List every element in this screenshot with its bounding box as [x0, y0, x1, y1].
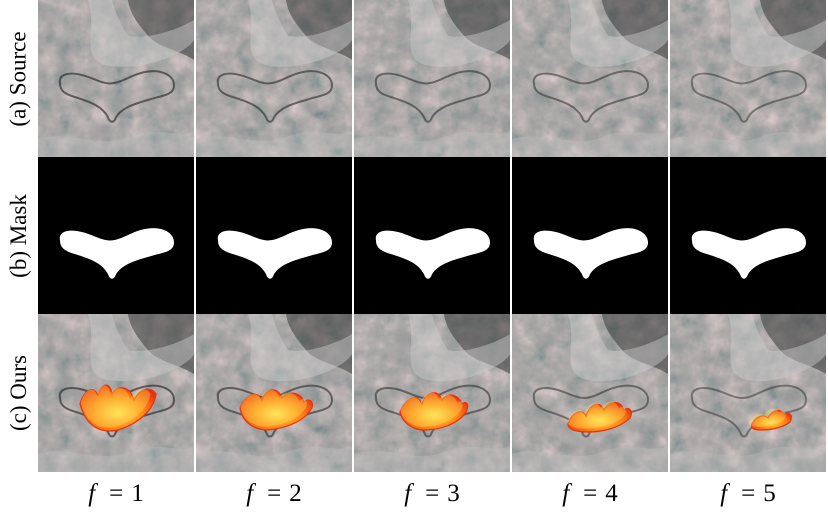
- mask-image-5: [670, 157, 826, 314]
- mask-image-1: [38, 157, 194, 314]
- mask-image-3: [354, 157, 510, 314]
- column-label-5: f = 5: [670, 478, 826, 510]
- mask-shape: [217, 228, 332, 279]
- fire-effect: [567, 401, 632, 433]
- fire-core: [567, 401, 626, 429]
- fire-effect: [750, 409, 792, 431]
- row-label-source: (a) Source: [0, 0, 38, 157]
- column-label-value: 1: [131, 480, 144, 507]
- fire-effect: [239, 389, 313, 431]
- source-image-3: [354, 0, 510, 157]
- column-label-3: f = 3: [354, 478, 510, 510]
- row-label-source-text: (a) Source: [6, 30, 31, 127]
- column-label-var: f: [88, 480, 96, 507]
- row-label-ours-text: (c) Ours: [6, 355, 31, 431]
- column-label-value: 2: [289, 480, 302, 507]
- mask-image-2: [196, 157, 352, 314]
- terrain-texture: [196, 0, 352, 157]
- ours-image-5: [670, 314, 826, 472]
- terrain-texture: [670, 0, 826, 157]
- row-label-mask: (b) Mask: [0, 157, 38, 314]
- column-label-eq: =: [583, 480, 598, 507]
- column-label-1: f = 1: [38, 478, 194, 510]
- terrain-texture: [38, 0, 194, 157]
- source-image-1: [38, 0, 194, 157]
- column-label-var: f: [246, 480, 254, 507]
- mask-shape: [691, 228, 806, 279]
- ours-image-1: [38, 314, 194, 472]
- row-label-ours: (c) Ours: [0, 314, 38, 472]
- column-label-eq: =: [267, 480, 282, 507]
- fire-core: [80, 385, 151, 428]
- source-image-4: [512, 0, 668, 157]
- fire-effect: [79, 384, 157, 432]
- fire-core: [748, 408, 786, 427]
- terrain-texture: [670, 314, 826, 472]
- column-label-2: f = 2: [196, 478, 352, 510]
- ours-image-4: [512, 314, 668, 472]
- column-label-var: f: [562, 480, 570, 507]
- column-label-value: 5: [763, 480, 776, 507]
- column-label-4: f = 4: [512, 478, 668, 510]
- mask-image-4: [512, 157, 668, 314]
- ours-image-2: [196, 314, 352, 472]
- column-label-eq: =: [109, 480, 124, 507]
- ours-image-3: [354, 314, 510, 472]
- column-label-var: f: [720, 480, 728, 507]
- source-image-5: [670, 0, 826, 157]
- source-image-2: [196, 0, 352, 157]
- row-label-mask-text: (b) Mask: [6, 193, 31, 278]
- terrain-texture: [354, 314, 510, 472]
- column-label-eq: =: [741, 480, 756, 507]
- mask-shape: [533, 228, 648, 279]
- fire-core: [400, 392, 463, 427]
- terrain-texture: [512, 0, 668, 157]
- mask-shape: [59, 228, 174, 279]
- mask-shape: [375, 228, 490, 279]
- column-label-value: 3: [447, 480, 460, 507]
- column-label-var: f: [404, 480, 412, 507]
- column-label-eq: =: [425, 480, 440, 507]
- terrain-texture: [512, 314, 668, 472]
- fire-core: [240, 389, 308, 427]
- terrain-texture: [354, 0, 510, 157]
- fire-effect: [399, 392, 469, 431]
- column-label-value: 4: [605, 480, 618, 507]
